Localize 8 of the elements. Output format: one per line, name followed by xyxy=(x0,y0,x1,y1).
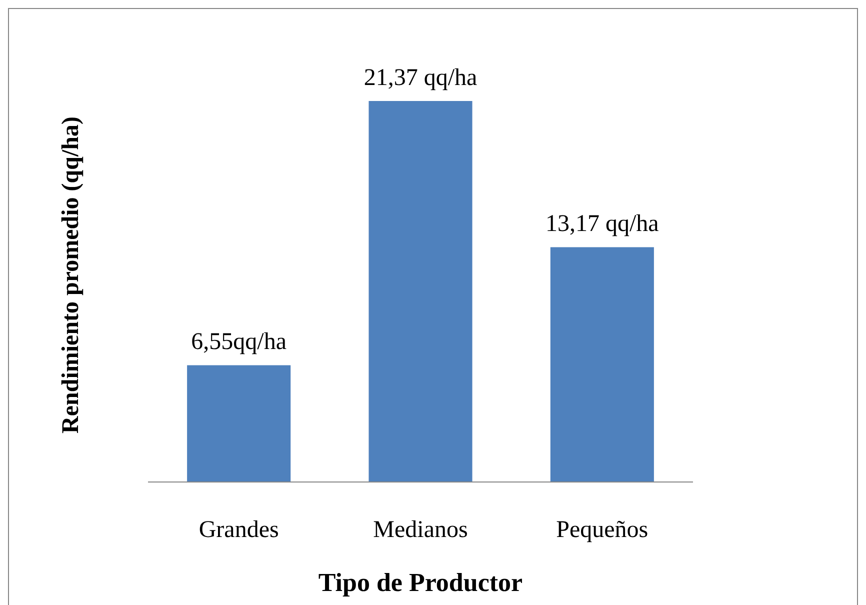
data-label: 13,17 qq/ha xyxy=(546,211,660,238)
x-tick-label: Pequeños xyxy=(556,517,648,543)
y-axis-title: Rendimiento promedio (qq/ha) xyxy=(58,116,84,434)
x-tick-label: Grandes xyxy=(198,517,279,543)
x-tick-label: Medianos xyxy=(373,517,468,543)
data-label: 6,55qq/ha xyxy=(191,329,287,356)
x-axis-title: Tipo de Productor xyxy=(318,568,523,597)
data-label: 21,37 qq/ha xyxy=(364,65,478,91)
